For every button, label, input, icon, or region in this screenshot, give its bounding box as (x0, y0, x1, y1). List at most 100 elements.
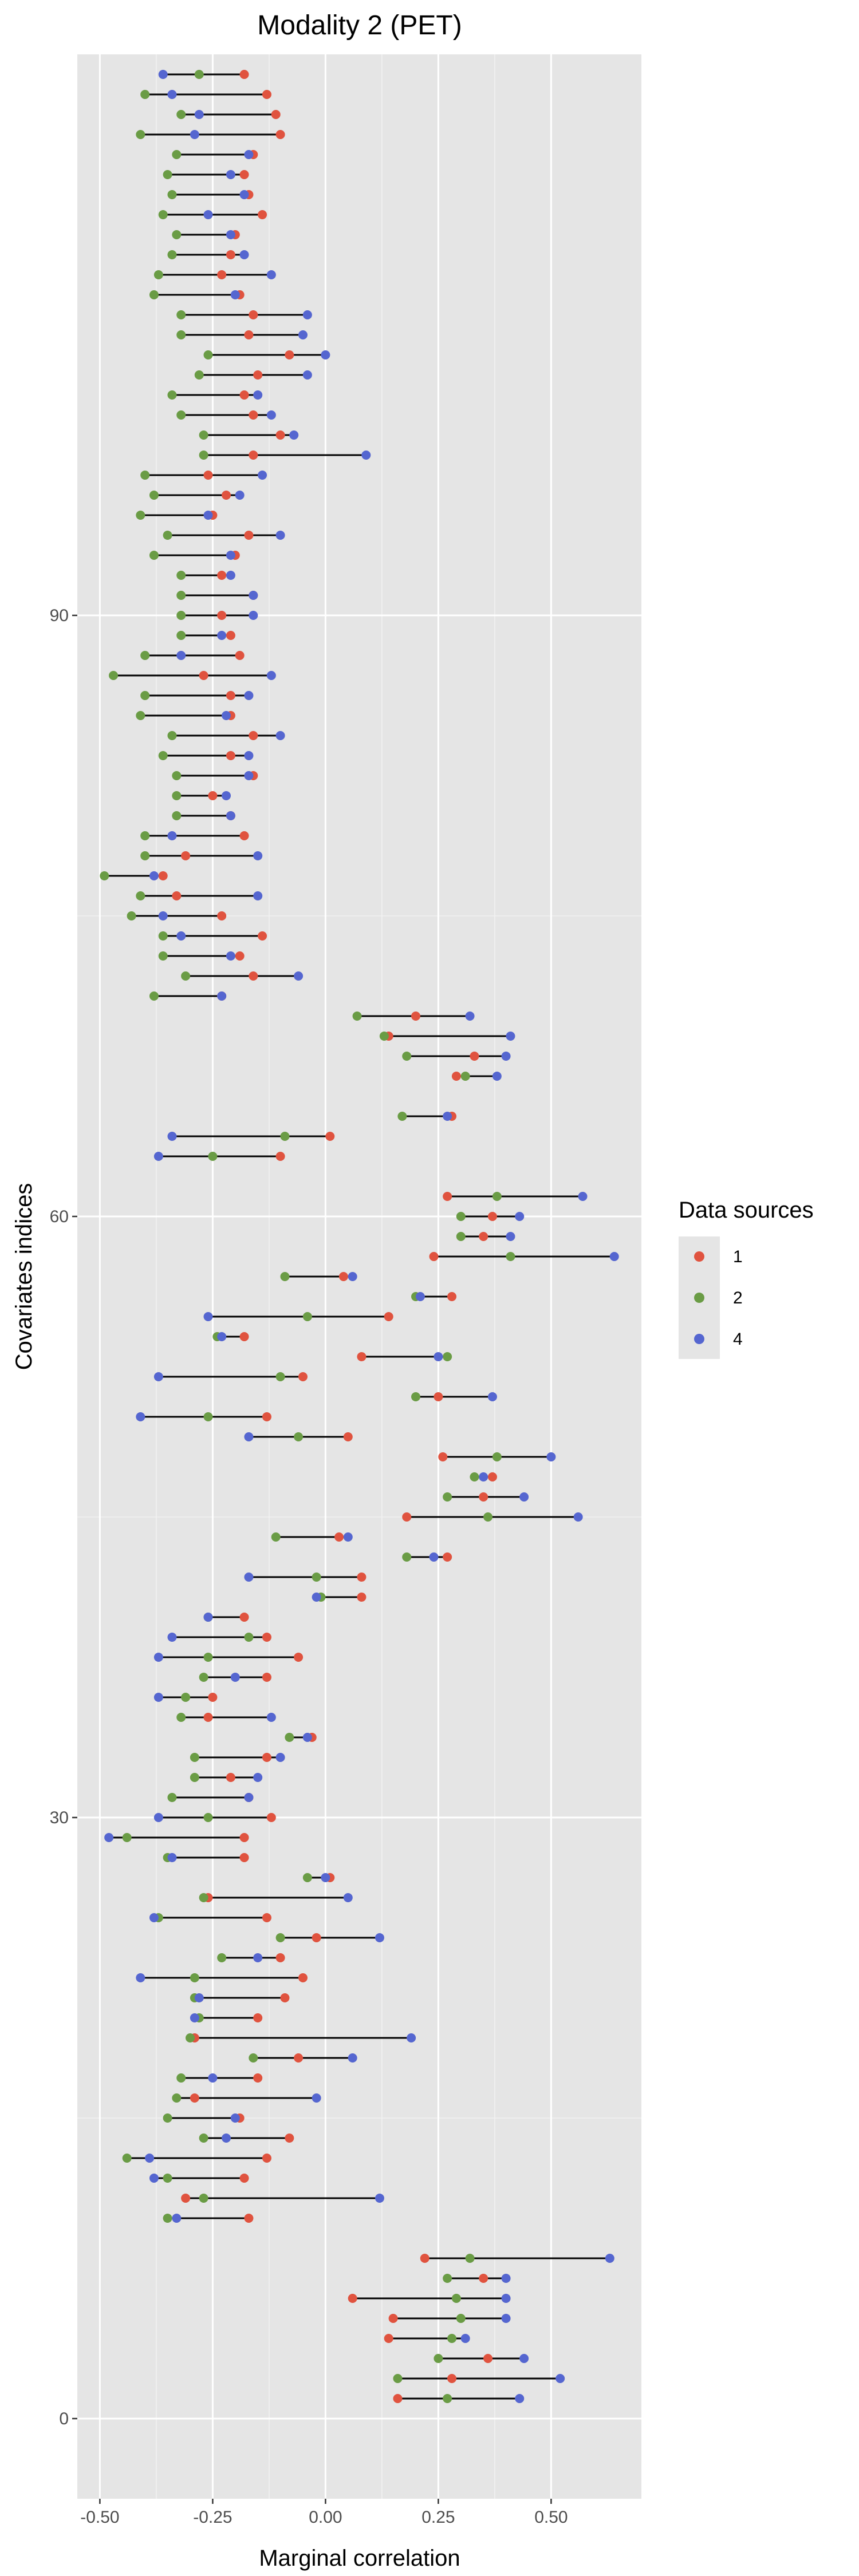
point-source-1 (253, 370, 263, 380)
point-source-4 (519, 2354, 529, 2363)
point-source-1 (402, 1512, 412, 1522)
point-source-4 (190, 2013, 199, 2022)
point-source-2 (172, 230, 182, 239)
point-source-2 (158, 210, 168, 219)
point-source-4 (153, 1693, 163, 1702)
point-source-4 (434, 1352, 443, 1361)
point-source-2 (203, 350, 213, 359)
point-source-4 (294, 971, 304, 981)
point-source-1 (388, 2314, 398, 2323)
point-source-4 (235, 491, 245, 500)
x-tick-label: -0.50 (80, 2508, 119, 2527)
point-source-2 (194, 70, 204, 79)
point-source-1 (275, 130, 285, 139)
y-tick-label: 0 (59, 2409, 69, 2428)
point-source-4 (167, 1132, 177, 1141)
point-source-4 (136, 1973, 145, 1982)
point-source-1 (262, 2154, 271, 2163)
point-source-1 (258, 931, 267, 941)
point-source-4 (519, 1492, 529, 1502)
point-source-4 (465, 1012, 475, 1021)
point-source-2 (190, 1773, 199, 1782)
point-source-2 (176, 2073, 186, 2083)
legend-title: Data sources (679, 1198, 814, 1223)
point-source-2 (208, 1152, 218, 1161)
point-source-1 (199, 671, 208, 680)
point-source-4 (244, 771, 254, 780)
point-source-1 (334, 1532, 344, 1542)
point-source-4 (605, 2254, 614, 2263)
point-source-4 (149, 2174, 159, 2183)
point-source-1 (249, 451, 258, 460)
point-source-1 (479, 2274, 488, 2283)
point-source-4 (230, 2113, 240, 2123)
point-source-2 (275, 1933, 285, 1942)
point-source-4 (230, 290, 240, 299)
point-source-4 (226, 951, 235, 961)
point-source-4 (302, 1733, 312, 1742)
point-source-4 (501, 2294, 511, 2303)
point-source-2 (199, 1893, 208, 1902)
point-source-2 (393, 2374, 403, 2383)
point-source-1 (447, 1292, 457, 1301)
point-source-4 (249, 591, 258, 600)
point-source-4 (217, 631, 227, 640)
point-source-2 (443, 1352, 452, 1361)
point-source-4 (573, 1512, 583, 1522)
point-source-1 (343, 1432, 353, 1441)
point-source-1 (451, 1072, 461, 1081)
point-source-1 (280, 1993, 290, 2002)
point-source-4 (343, 1532, 353, 1542)
point-source-4 (104, 1833, 114, 1842)
point-source-2 (167, 190, 177, 199)
point-source-2 (172, 811, 182, 820)
point-source-2 (217, 1953, 227, 1962)
point-source-4 (226, 811, 235, 820)
point-source-2 (190, 1973, 199, 1982)
point-source-1 (434, 1392, 443, 1401)
point-source-4 (167, 831, 177, 840)
point-source-4 (375, 1933, 384, 1942)
point-source-4 (153, 1813, 163, 1822)
point-source-4 (153, 1152, 163, 1161)
point-source-2 (149, 991, 159, 1001)
point-source-1 (208, 791, 218, 800)
point-source-1 (285, 2134, 294, 2143)
point-source-1 (158, 871, 168, 880)
point-source-4 (609, 1252, 619, 1261)
point-source-1 (226, 631, 235, 640)
point-source-4 (343, 1893, 353, 1902)
point-source-1 (271, 110, 281, 119)
point-source-1 (244, 2214, 254, 2223)
point-source-1 (249, 410, 258, 420)
point-source-4 (217, 991, 227, 1001)
point-source-1 (226, 250, 235, 259)
point-source-1 (239, 1833, 249, 1842)
point-source-1 (393, 2394, 403, 2403)
point-source-1 (312, 1933, 321, 1942)
point-source-4 (176, 651, 186, 660)
point-source-4 (167, 1853, 177, 1862)
point-source-4 (501, 2274, 511, 2283)
point-source-4 (190, 130, 199, 139)
point-source-2 (271, 1532, 281, 1542)
point-source-4 (275, 1753, 285, 1762)
point-source-2 (190, 1753, 199, 1762)
point-source-4 (515, 1212, 525, 1221)
point-source-1 (239, 70, 249, 79)
point-source-2 (352, 1012, 362, 1021)
point-source-2 (460, 1072, 470, 1081)
point-source-1 (235, 951, 245, 961)
data-layer (100, 70, 619, 2403)
point-source-2 (140, 90, 150, 99)
point-source-2 (199, 451, 208, 460)
point-source-4 (253, 390, 263, 400)
legend-label: 4 (733, 1330, 743, 1349)
point-source-4 (487, 1392, 497, 1401)
point-source-4 (158, 70, 168, 79)
point-source-2 (109, 671, 119, 680)
point-source-1 (258, 210, 267, 219)
point-source-1 (483, 2354, 493, 2363)
point-source-4 (479, 1472, 488, 1481)
point-source-4 (501, 2314, 511, 2323)
